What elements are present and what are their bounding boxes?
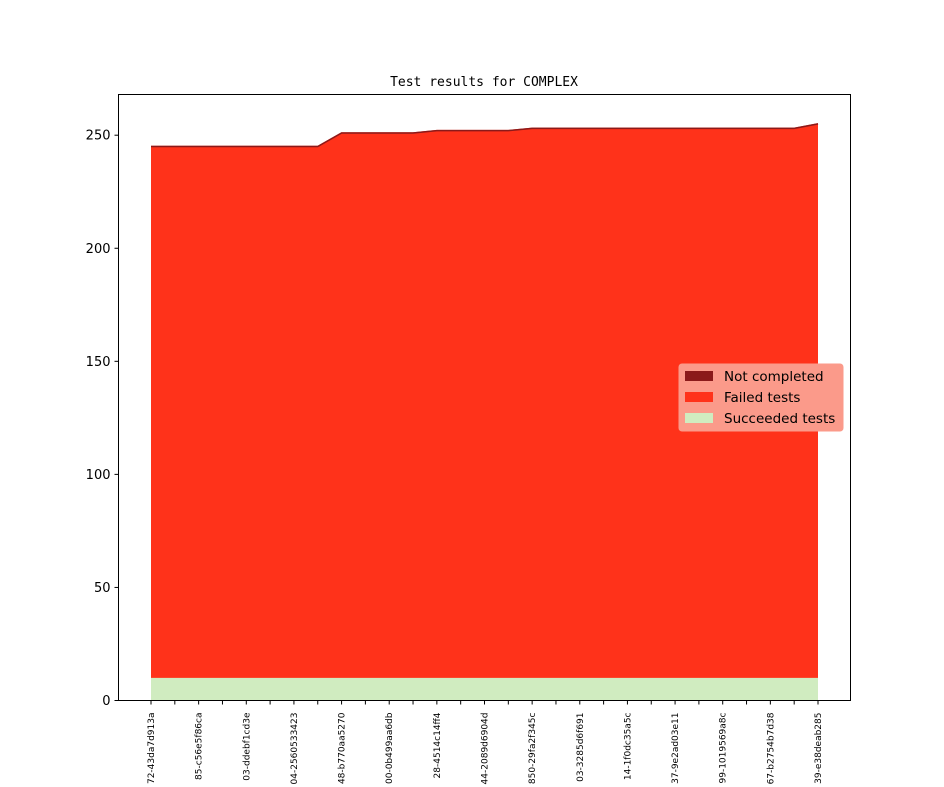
x-tick-label: 44-2089d6904d <box>481 713 491 785</box>
legend-swatch <box>685 413 713 423</box>
x-tick-label: 850-29fa2f345c <box>528 712 538 784</box>
y-tick-label: 50 <box>94 581 111 596</box>
legend-label: Failed tests <box>724 390 800 406</box>
x-tick-label: 03-3285d6f691 <box>576 713 586 782</box>
y-tick-label: 150 <box>86 355 111 370</box>
legend-label: Not completed <box>724 369 824 385</box>
x-tick-label: 14-1f0dc35a5c <box>623 712 633 780</box>
area-failed-tests <box>151 123 818 678</box>
legend-swatch <box>685 371 713 381</box>
x-tick-label: 37-9e2ad03e11 <box>671 713 681 784</box>
line-not-completed <box>151 123 819 148</box>
x-tick-label: 85-c56e5f86ca <box>195 713 205 780</box>
x-tick-label: 28-4514c14ff4 <box>433 712 443 778</box>
y-tick-label: 100 <box>86 468 111 483</box>
x-tick-label: 72-43da7d913a <box>147 713 157 785</box>
legend-box <box>678 363 844 432</box>
x-tick-label: 00-0b499aa6db <box>385 712 395 784</box>
x-axis: 72-43da7d913a 85-c56e5f86ca 03-ddebf1cd3e 0… <box>147 700 824 785</box>
chart-title: Test results for COMPLEX <box>390 75 578 90</box>
area-succeeded-tests <box>151 677 818 701</box>
x-tick-label: 39-e38deab285 <box>814 713 824 784</box>
x-tick-label: 04-2560533423 <box>290 713 300 785</box>
legend-label: Succeeded tests <box>724 411 835 427</box>
x-tick-label: 99-1019569a8c <box>719 712 729 783</box>
x-tick-label: 48-b770aa5270 <box>338 712 348 784</box>
y-axis: 0 50 100 150 200 250 <box>86 129 119 709</box>
chart-areas <box>151 123 819 701</box>
y-tick-label: 0 <box>102 694 110 709</box>
legend-swatch <box>685 392 713 402</box>
y-tick-label: 200 <box>86 242 111 257</box>
y-tick-label: 250 <box>86 129 111 144</box>
x-tick-label: 03-ddebf1cd3e <box>242 712 252 781</box>
plot-frame <box>118 94 851 701</box>
x-tick-label: 67-b2754b7d38 <box>766 712 776 784</box>
legend: Not completed Failed tests Succeeded tests <box>678 363 844 432</box>
